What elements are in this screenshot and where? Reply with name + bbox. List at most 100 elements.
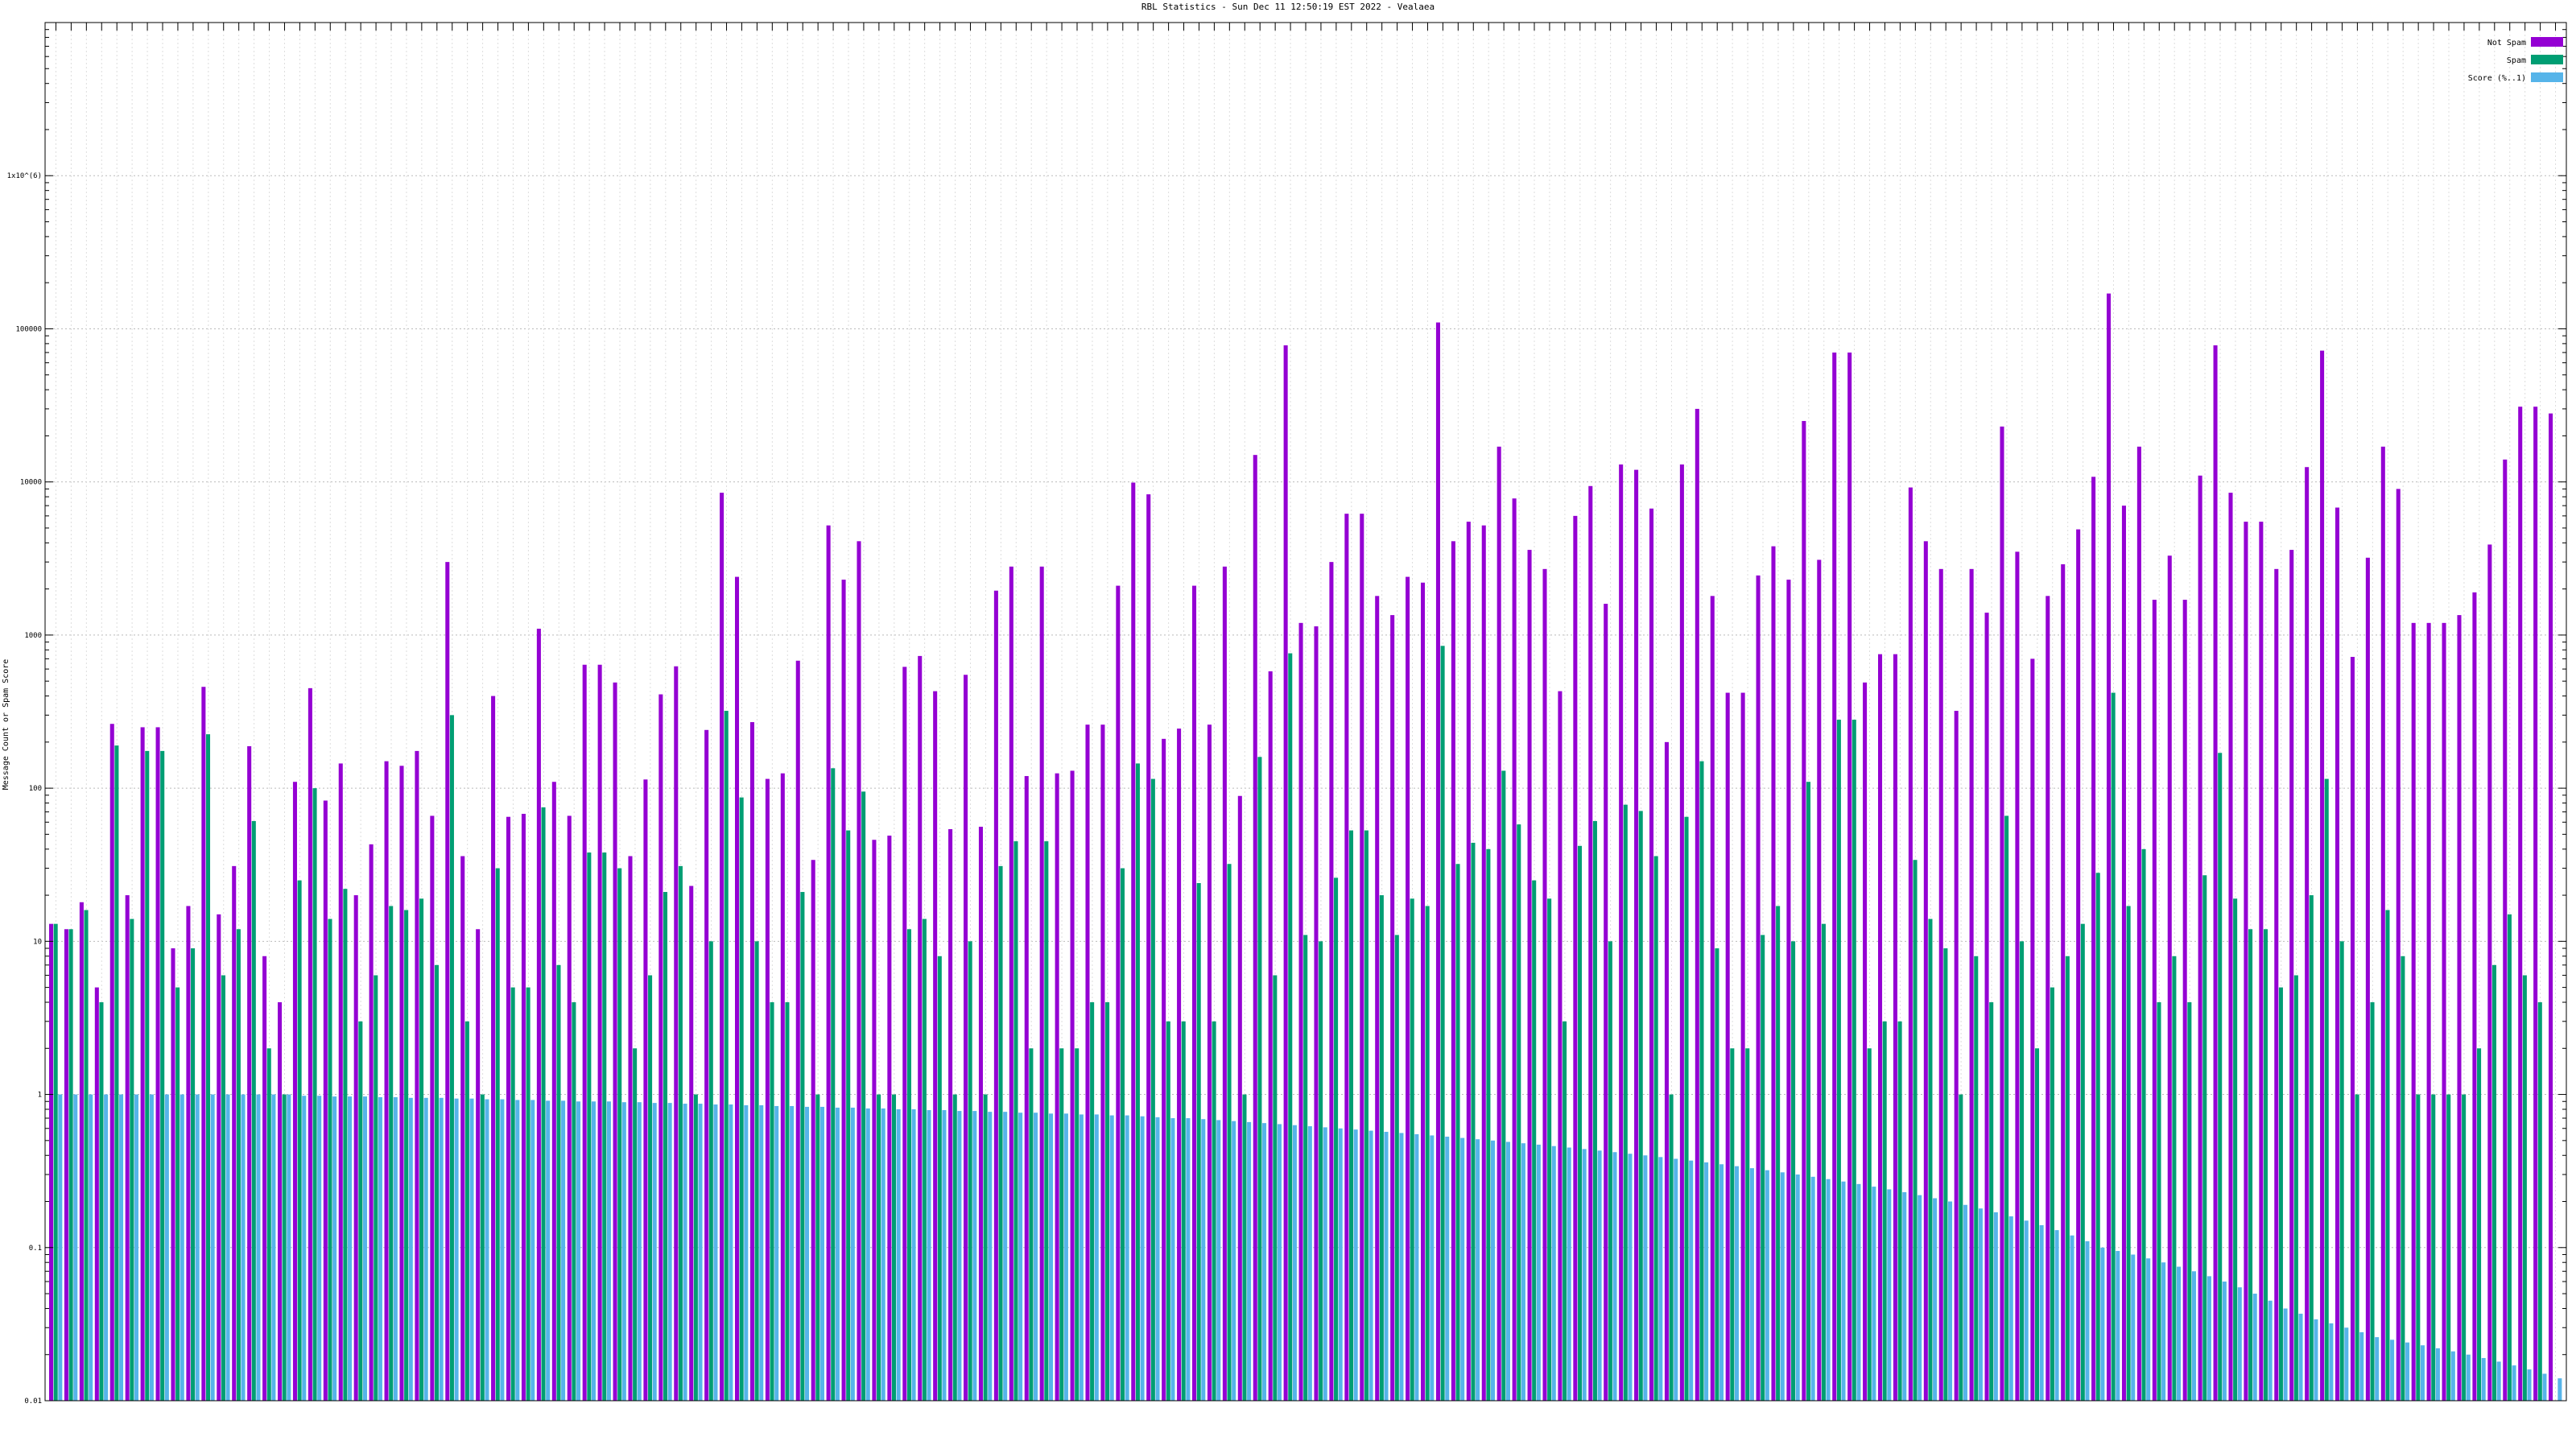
y-tick-label: 1 bbox=[38, 1092, 42, 1100]
bar-score bbox=[439, 1097, 444, 1401]
bar-score bbox=[256, 1094, 261, 1401]
bar-not-spam bbox=[2046, 596, 2050, 1401]
bar-not-spam bbox=[1253, 455, 1257, 1401]
bar-score bbox=[835, 1107, 840, 1401]
bar-score bbox=[1247, 1121, 1252, 1401]
bar-spam bbox=[221, 975, 225, 1401]
bar-score bbox=[1887, 1189, 1892, 1401]
bar-not-spam bbox=[567, 815, 572, 1401]
bar-spam bbox=[1959, 1094, 1963, 1401]
bar-score bbox=[2481, 1357, 2486, 1401]
bar-spam bbox=[266, 1048, 271, 1401]
bar-score bbox=[1216, 1120, 1221, 1401]
bar-spam bbox=[2416, 1094, 2421, 1401]
bar-not-spam bbox=[64, 929, 68, 1401]
bar-score bbox=[1063, 1113, 1068, 1401]
bar-not-spam bbox=[1360, 514, 1364, 1401]
bar-not-spam bbox=[1878, 654, 1883, 1401]
bar-score bbox=[2435, 1348, 2440, 1401]
bar-score bbox=[1368, 1130, 1373, 1401]
bar-score bbox=[774, 1105, 779, 1401]
bar-score bbox=[2039, 1224, 2044, 1401]
bar-not-spam bbox=[749, 722, 754, 1401]
bar-spam bbox=[2401, 956, 2405, 1401]
bar-score bbox=[500, 1099, 505, 1401]
bar-spam bbox=[130, 919, 134, 1401]
bar-spam bbox=[1150, 778, 1155, 1401]
bar-score bbox=[378, 1096, 382, 1401]
bar-score bbox=[287, 1094, 291, 1401]
bar-not-spam bbox=[2518, 407, 2523, 1402]
bar-not-spam bbox=[201, 687, 206, 1401]
bar-score bbox=[667, 1103, 672, 1401]
bar-score bbox=[1140, 1116, 1145, 1401]
bar-score bbox=[942, 1110, 947, 1401]
bar-score bbox=[317, 1096, 322, 1401]
bar-not-spam bbox=[2335, 507, 2340, 1401]
bar-not-spam bbox=[765, 778, 770, 1401]
bar-score bbox=[1826, 1179, 1831, 1401]
bar-not-spam bbox=[1451, 541, 1455, 1402]
bar-not-spam bbox=[643, 779, 648, 1401]
bar-not-spam bbox=[1725, 692, 1730, 1401]
bar-not-spam bbox=[993, 590, 998, 1401]
bar-spam bbox=[1105, 1002, 1110, 1401]
bar-not-spam bbox=[1893, 654, 1897, 1401]
bar-not-spam bbox=[1923, 541, 1928, 1402]
bar-score bbox=[1460, 1137, 1465, 1401]
bar-spam bbox=[2491, 964, 2497, 1401]
bar-spam bbox=[191, 948, 196, 1401]
bar-spam bbox=[1166, 1021, 1170, 1401]
bar-spam bbox=[1974, 956, 1979, 1401]
bar-not-spam bbox=[918, 655, 923, 1401]
bar-score bbox=[119, 1094, 124, 1401]
bar-not-spam bbox=[2167, 555, 2172, 1401]
bar-spam bbox=[754, 941, 759, 1401]
bar-score bbox=[302, 1096, 307, 1401]
bar-spam bbox=[449, 715, 454, 1401]
bar-score bbox=[58, 1094, 63, 1401]
bar-not-spam bbox=[1908, 487, 1913, 1401]
bar-not-spam bbox=[1832, 352, 1837, 1401]
bar-spam bbox=[1745, 1048, 1750, 1401]
bar-not-spam bbox=[1192, 585, 1197, 1401]
bar-not-spam bbox=[735, 576, 740, 1401]
bar-spam bbox=[1410, 898, 1414, 1401]
bar-not-spam bbox=[491, 696, 496, 1401]
bar-score bbox=[2054, 1230, 2059, 1401]
bar-not-spam bbox=[2076, 529, 2081, 1401]
bar-not-spam bbox=[217, 914, 221, 1401]
bar-spam bbox=[495, 868, 500, 1401]
legend-swatch-score bbox=[2531, 72, 2563, 82]
bar-score bbox=[606, 1101, 611, 1401]
bar-not-spam bbox=[1542, 568, 1547, 1401]
bar-spam bbox=[2248, 929, 2253, 1401]
bar-spam bbox=[968, 941, 972, 1401]
bar-score bbox=[2070, 1235, 2074, 1401]
bar-not-spam bbox=[536, 629, 541, 1401]
bar-spam bbox=[648, 975, 653, 1401]
bar-spam bbox=[693, 1094, 698, 1401]
bar-spam bbox=[236, 929, 241, 1401]
bar-spam bbox=[2537, 1002, 2542, 1401]
bar-not-spam bbox=[1100, 724, 1105, 1401]
bar-score bbox=[454, 1098, 459, 1401]
bar-not-spam bbox=[1679, 464, 1684, 1401]
bar-not-spam bbox=[1298, 622, 1303, 1401]
bar-score bbox=[988, 1112, 993, 1401]
bar-score bbox=[1612, 1152, 1617, 1401]
bar-spam bbox=[1288, 653, 1293, 1401]
bar-spam bbox=[1471, 842, 1476, 1401]
bar-spam bbox=[1196, 883, 1201, 1401]
bar-spam bbox=[1806, 782, 1811, 1401]
bar-not-spam bbox=[1863, 682, 1868, 1401]
bar-spam bbox=[343, 889, 348, 1401]
bar-not-spam bbox=[628, 856, 633, 1401]
bar-score bbox=[2450, 1351, 2455, 1401]
bar-score bbox=[1872, 1187, 1876, 1401]
bar-spam bbox=[1715, 948, 1719, 1401]
bar-not-spam bbox=[460, 856, 465, 1401]
bar-spam bbox=[1486, 848, 1491, 1401]
bar-spam bbox=[2278, 987, 2283, 1401]
bar-spam bbox=[1273, 975, 1278, 1401]
